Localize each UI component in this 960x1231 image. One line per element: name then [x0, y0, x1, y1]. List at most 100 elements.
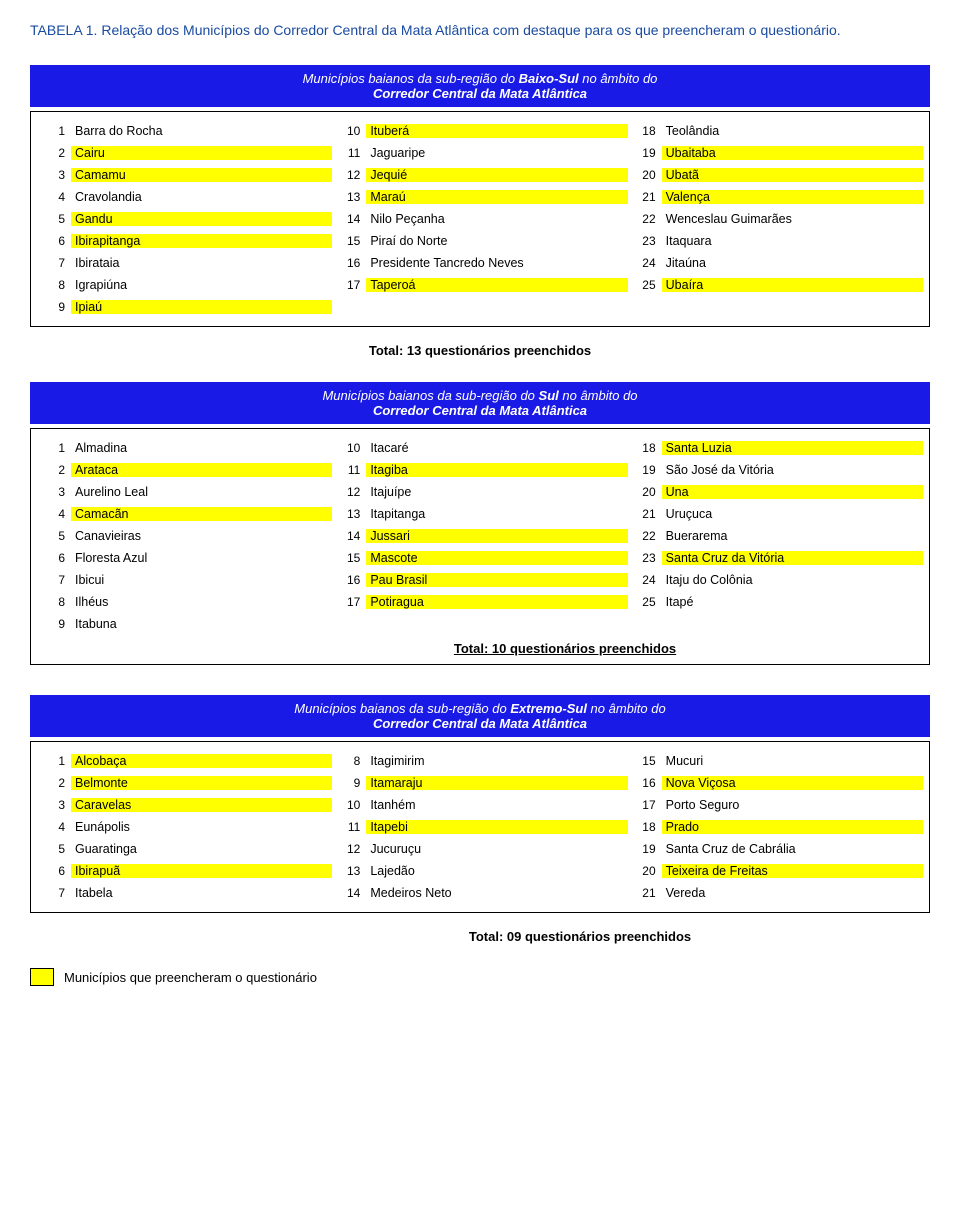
list-item: 23Santa Cruz da Vitória — [628, 547, 923, 569]
item-number: 1 — [37, 441, 71, 455]
item-number: 24 — [628, 256, 662, 270]
section-box: 1Alcobaça2Belmonte3Caravelas4Eunápolis5G… — [30, 741, 930, 913]
list-item: 14Nilo Peçanha — [332, 208, 627, 230]
item-number: 9 — [332, 776, 366, 790]
item-number: 8 — [37, 278, 71, 292]
item-number: 6 — [37, 551, 71, 565]
municipality-name: Ibicui — [71, 573, 332, 587]
section-total: Total: 13 questionários preenchidos — [30, 343, 930, 358]
list-item: 19São José da Vitória — [628, 459, 923, 481]
list-item: 1Almadina — [37, 437, 332, 459]
municipality-name: Jussari — [366, 529, 627, 543]
item-number: 3 — [37, 485, 71, 499]
municipality-name: Ipiaú — [71, 300, 332, 314]
list-item: 13Itapitanga — [332, 503, 627, 525]
item-number: 23 — [628, 551, 662, 565]
item-number: 12 — [332, 485, 366, 499]
list-item: 19Santa Cruz de Cabrália — [628, 838, 923, 860]
municipality-name: Nova Viçosa — [662, 776, 923, 790]
item-number: 10 — [332, 441, 366, 455]
item-number: 11 — [332, 820, 366, 834]
item-number: 7 — [37, 886, 71, 900]
item-number: 19 — [628, 842, 662, 856]
municipality-name: Cairu — [71, 146, 332, 160]
list-item: 22Buerarema — [628, 525, 923, 547]
item-number: 4 — [37, 190, 71, 204]
municipality-name: Gandu — [71, 212, 332, 226]
item-number: 25 — [628, 278, 662, 292]
item-number: 19 — [628, 146, 662, 160]
municipality-name: Mascote — [366, 551, 627, 565]
item-number: 22 — [628, 529, 662, 543]
municipality-name: Santa Cruz da Vitória — [662, 551, 923, 565]
list-item: 18Prado — [628, 816, 923, 838]
item-number: 15 — [332, 551, 366, 565]
item-number: 23 — [628, 234, 662, 248]
list-item: 8Ilhéus — [37, 591, 332, 613]
list-item: 13Maraú — [332, 186, 627, 208]
municipality-name: Aurelino Leal — [71, 485, 332, 499]
list-item: 16Presidente Tancredo Neves — [332, 252, 627, 274]
list-item: 6Floresta Azul — [37, 547, 332, 569]
item-number: 6 — [37, 234, 71, 248]
list-item: 17Porto Seguro — [628, 794, 923, 816]
municipality-name: Itamaraju — [366, 776, 627, 790]
municipality-name: Itabuna — [71, 617, 332, 631]
list-item: 5Gandu — [37, 208, 332, 230]
municipality-name: Itagimirim — [366, 754, 627, 768]
list-item: 16Pau Brasil — [332, 569, 627, 591]
list-item: 6Ibirapitanga — [37, 230, 332, 252]
municipality-name: Ituberá — [366, 124, 627, 138]
list-item: 10Ituberá — [332, 120, 627, 142]
item-number: 1 — [37, 124, 71, 138]
list-item: 21Valença — [628, 186, 923, 208]
municipality-name: Valença — [662, 190, 923, 204]
item-number: 16 — [628, 776, 662, 790]
item-number: 10 — [332, 124, 366, 138]
section-total: Total: 10 questionários preenchidos — [37, 641, 923, 656]
section-header: Municípios baianos da sub-região do Extr… — [30, 695, 930, 737]
item-number: 14 — [332, 529, 366, 543]
item-number: 20 — [628, 485, 662, 499]
item-number: 8 — [37, 595, 71, 609]
list-item: 7Ibirataia — [37, 252, 332, 274]
item-number: 13 — [332, 507, 366, 521]
municipality-name: Ilhéus — [71, 595, 332, 609]
municipality-name: Buerarema — [662, 529, 923, 543]
item-number: 9 — [37, 300, 71, 314]
list-item: 11Itagiba — [332, 459, 627, 481]
column: 1Alcobaça2Belmonte3Caravelas4Eunápolis5G… — [37, 750, 332, 904]
column: 8Itagimirim9Itamaraju10Itanhém11Itapebi1… — [332, 750, 627, 904]
list-item: 15Mucuri — [628, 750, 923, 772]
item-number: 17 — [332, 278, 366, 292]
municipality-name: Ibirapitanga — [71, 234, 332, 248]
item-number: 2 — [37, 463, 71, 477]
municipality-name: Igrapiúna — [71, 278, 332, 292]
item-number: 1 — [37, 754, 71, 768]
municipality-name: Lajedão — [366, 864, 627, 878]
list-item: 14Medeiros Neto — [332, 882, 627, 904]
section-header: Municípios baianos da sub-região do Baix… — [30, 65, 930, 107]
list-item: 1Alcobaça — [37, 750, 332, 772]
item-number: 16 — [332, 256, 366, 270]
municipality-name: Itanhém — [366, 798, 627, 812]
municipality-name: Barra do Rocha — [71, 124, 332, 138]
column: 1Almadina2Arataca3Aurelino Leal4Camacãn5… — [37, 437, 332, 635]
list-item: 12Jequié — [332, 164, 627, 186]
item-number: 20 — [628, 864, 662, 878]
municipality-name: Potiragua — [366, 595, 627, 609]
list-item: 3Camamu — [37, 164, 332, 186]
item-number: 4 — [37, 820, 71, 834]
item-number: 3 — [37, 168, 71, 182]
list-item: 20Una — [628, 481, 923, 503]
list-item: 18Teolândia — [628, 120, 923, 142]
item-number: 6 — [37, 864, 71, 878]
item-number: 22 — [628, 212, 662, 226]
item-number: 3 — [37, 798, 71, 812]
municipality-name: Itacaré — [366, 441, 627, 455]
item-number: 2 — [37, 776, 71, 790]
list-item: 25Ubaíra — [628, 274, 923, 296]
municipality-name: São José da Vitória — [662, 463, 923, 477]
column: 10Itacaré11Itagiba12Itajuípe13Itapitanga… — [332, 437, 627, 635]
column: 10Ituberá11Jaguaripe12Jequié13Maraú14Nil… — [332, 120, 627, 318]
